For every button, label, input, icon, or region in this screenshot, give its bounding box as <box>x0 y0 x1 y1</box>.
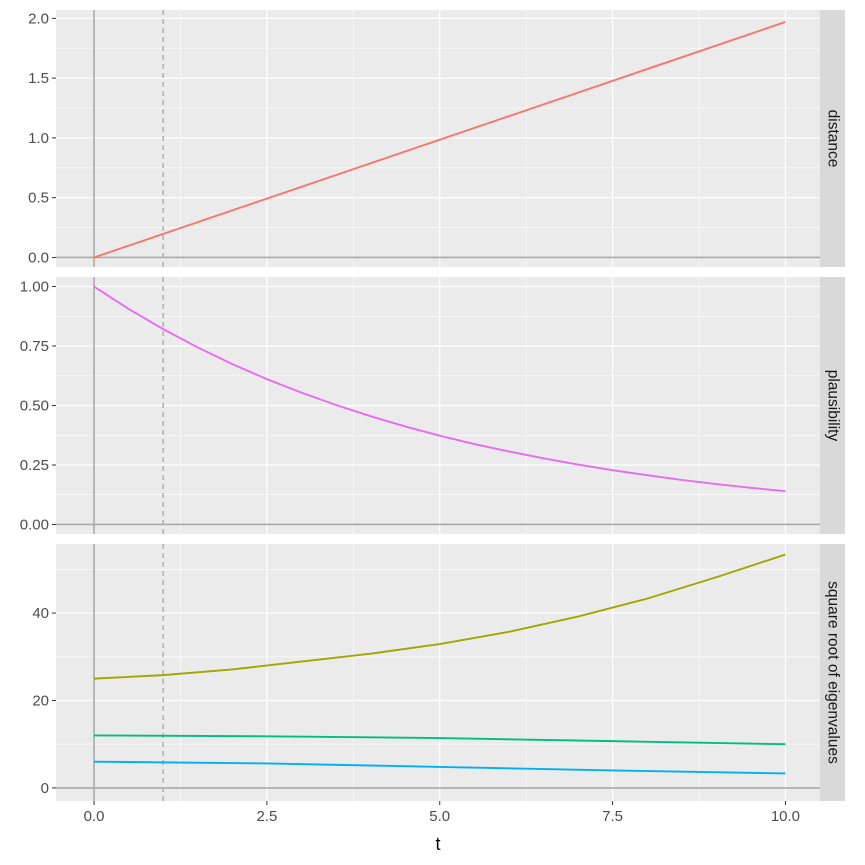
y-tick-label: 0.00 <box>20 516 49 533</box>
y-tick-label: 0.0 <box>28 249 49 266</box>
series-line-1-1 <box>93 21 786 259</box>
y-tick-label: 0 <box>41 780 49 797</box>
x-tick-label: 7.5 <box>602 808 623 825</box>
y-tick-label: 40 <box>32 605 49 622</box>
facet-strip-label: square root of eigenvalues <box>824 581 841 764</box>
x-axis-title: t <box>435 834 440 854</box>
y-tick-label: 1.00 <box>20 279 49 296</box>
facet-strip-label: distance <box>824 110 841 168</box>
y-tick-label: 2.0 <box>28 10 49 27</box>
x-tick-label: 10.0 <box>771 808 800 825</box>
y-tick-label: 1.5 <box>28 70 49 87</box>
y-tick-label: 0.50 <box>20 398 49 415</box>
series-line-2-1 <box>93 285 786 493</box>
y-tick-label: 20 <box>32 692 49 709</box>
x-tick-label: 5.0 <box>429 808 450 825</box>
facet-strip <box>820 277 845 534</box>
y-tick-label: 0.25 <box>20 457 49 474</box>
facet-strip-label: plausibility <box>824 370 841 442</box>
series-line-3-2 <box>94 734 786 746</box>
series-line-3-3 <box>94 760 786 775</box>
facet-strip <box>820 10 845 267</box>
x-tick-label: 2.5 <box>256 808 277 825</box>
panel-3-background <box>56 544 820 801</box>
series-line-3-1 <box>93 553 786 680</box>
x-tick-label: 0.0 <box>84 808 105 825</box>
facet-strip <box>820 544 845 801</box>
y-tick-label: 0.75 <box>20 338 49 355</box>
y-tick-label: 1.0 <box>28 130 49 147</box>
y-tick-label: 0.5 <box>28 190 49 207</box>
